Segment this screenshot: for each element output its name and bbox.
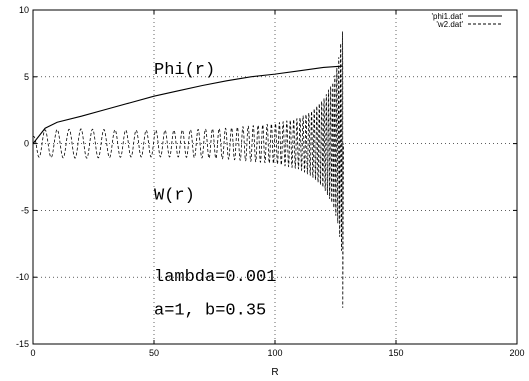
plot-area (33, 31, 344, 308)
plot-frame (32, 9, 518, 345)
legend-label: 'w2.dat' (436, 20, 463, 29)
x-axis-label: R (271, 367, 278, 378)
y-tick-label: 0 (24, 139, 29, 149)
x-tick-label: 0 (30, 348, 35, 358)
annotation-text: a=1, b=0.35 (154, 302, 266, 321)
y-tick-label: 5 (24, 72, 29, 82)
y-tick-label: -5 (21, 205, 29, 215)
annotation-text: Phi(r) (154, 61, 215, 80)
legend: 'phi1.dat''w2.dat' (431, 12, 502, 29)
x-tick-label: 200 (509, 348, 524, 358)
y-tick-label: -10 (16, 272, 29, 282)
series-line-phi1 (33, 65, 343, 144)
y-tick-label: -15 (16, 339, 29, 349)
y-tick-label: 10 (19, 5, 29, 15)
grid-lines (33, 10, 517, 344)
annotation-text: lambda=0.001 (154, 268, 276, 287)
legend-label: 'phi1.dat' (431, 12, 463, 21)
x-tick-label: 150 (388, 348, 403, 358)
x-tick-label: 50 (149, 348, 159, 358)
chart-annotations: Phi(r) W(r) lambda=0.001 a=1, b=0.35 (154, 61, 276, 320)
axis-ticks: 0 50 100 150 200 -15 -10 -5 0 5 10 (16, 5, 525, 358)
annotation-text: W(r) (154, 187, 195, 206)
x-tick-label: 100 (267, 348, 282, 358)
